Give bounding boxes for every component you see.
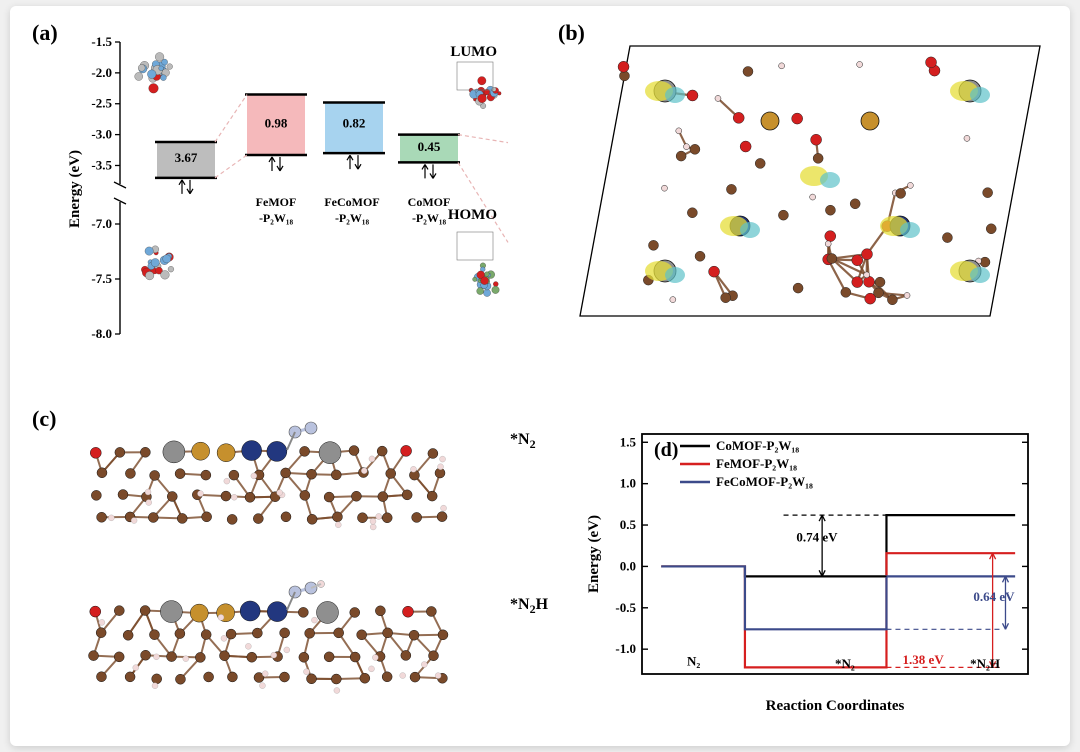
svg-text:-7.0: -7.0: [91, 216, 112, 231]
svg-text:CoMOF: CoMOF: [408, 195, 451, 209]
panel-d-reaction-plot: (d) -1.0 -0.5 0.0 0.5 1.0 1.5 Energy (eV) Reacti…: [580, 416, 1055, 726]
panel-a-label: (a): [32, 20, 58, 46]
svg-text:(d): (d): [654, 439, 678, 461]
svg-text:FeMOF-P₂W₁₈: FeMOF-P₂W₁₈: [716, 456, 797, 471]
svg-text:0.0: 0.0: [620, 558, 636, 573]
svg-text:3.67: 3.67: [175, 150, 198, 165]
svg-text:-P₂W₁₈: -P₂W₁₈: [259, 211, 294, 225]
svg-text:0.98: 0.98: [265, 115, 288, 130]
svg-text:1.5: 1.5: [620, 434, 637, 449]
svg-text:LUMO: LUMO: [450, 44, 497, 60]
svg-text:N₂: N₂: [687, 654, 700, 669]
svg-text:1.0: 1.0: [620, 476, 636, 491]
svg-text:Reaction Coordinates: Reaction Coordinates: [766, 698, 905, 714]
svg-text:-P₂W₁₈: -P₂W₁₈: [412, 211, 447, 225]
svg-text:0.82: 0.82: [343, 115, 366, 130]
panel-b-density-plot: [570, 36, 1050, 326]
svg-text:*N₂H: *N₂H: [970, 656, 1000, 671]
svg-text:-1.0: -1.0: [615, 641, 636, 656]
svg-text:CoMOF-P₂W₁₈: CoMOF-P₂W₁₈: [716, 438, 799, 453]
svg-text:-2.0: -2.0: [91, 65, 112, 80]
panel-a-svg: -1.5 -2.0 -2.5 -3.0 -3.5 -7.0 -7.5 -8.0 Energy (…: [65, 34, 525, 344]
panel-b-svg: [570, 36, 1050, 326]
panel-c-n2h-label: *N2H: [510, 596, 548, 617]
svg-text:-1.5: -1.5: [91, 34, 112, 49]
svg-text:*N₂: *N₂: [835, 656, 855, 671]
svg-text:0.74 eV: 0.74 eV: [796, 530, 838, 545]
panel-d-svg: (d) -1.0 -0.5 0.0 0.5 1.0 1.5 Energy (eV) Reacti…: [580, 416, 1055, 726]
svg-text:0.45: 0.45: [418, 139, 441, 154]
panel-c-label: (c): [32, 406, 56, 432]
svg-text:Energy (eV): Energy (eV): [67, 150, 83, 228]
svg-text:Energy (eV): Energy (eV): [586, 515, 602, 593]
svg-text:FeMOF: FeMOF: [256, 195, 297, 209]
panel-c-svg: [75, 414, 505, 714]
svg-text:-2.5: -2.5: [91, 96, 112, 111]
svg-text:0.5: 0.5: [620, 517, 637, 532]
svg-text:0.64 eV: 0.64 eV: [973, 589, 1015, 604]
figure-page: (a) (b) (c) -1.5-2.0-2.5-3.0-3.5-7.0-7.5…: [10, 6, 1070, 746]
panel-c-structures: [75, 414, 505, 714]
svg-text:1.38 eV: 1.38 eV: [903, 652, 945, 667]
svg-text:-P₂W₁₈: -P₂W₁₈: [335, 211, 370, 225]
svg-text:FeCoMOF-P₂W₁₈: FeCoMOF-P₂W₁₈: [716, 474, 813, 489]
svg-text:HOMO: HOMO: [448, 207, 497, 223]
svg-text:-0.5: -0.5: [615, 600, 636, 615]
panel-c-n2-label: *N2: [510, 431, 536, 452]
svg-text:-3.5: -3.5: [91, 157, 112, 172]
panel-a-energy-diagram: -1.5 -2.0 -2.5 -3.0 -3.5 -7.0 -7.5 -8.0 Energy (…: [65, 34, 525, 344]
svg-text:-8.0: -8.0: [91, 326, 112, 341]
svg-text:-7.5: -7.5: [91, 271, 112, 286]
svg-text:-3.0: -3.0: [91, 127, 112, 142]
svg-text:FeCoMOF: FeCoMOF: [324, 195, 379, 209]
